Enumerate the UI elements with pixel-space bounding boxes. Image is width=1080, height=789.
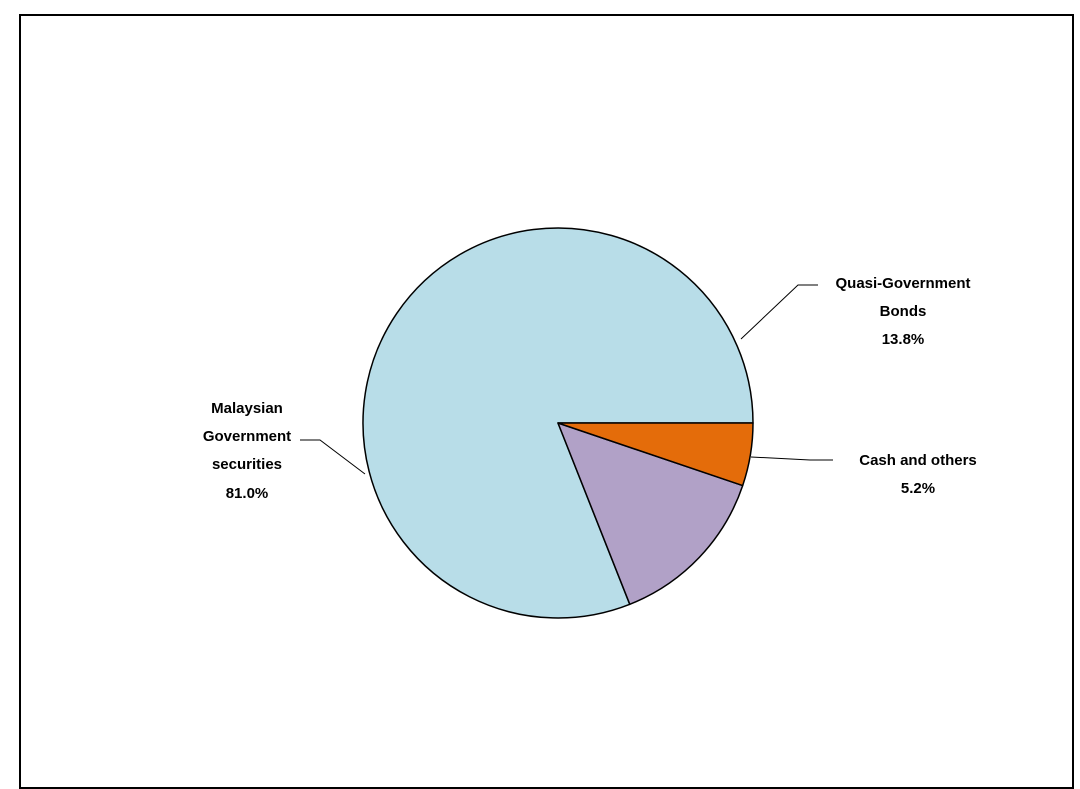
data-label-value-1: 81.0% <box>226 485 269 502</box>
data-label-1: Government <box>203 428 291 445</box>
data-label-1: Malaysian <box>211 400 283 417</box>
data-label-3: Cash and others <box>859 452 977 469</box>
leader-line-2 <box>741 285 818 339</box>
data-label-1: securities <box>212 456 282 473</box>
leader-line-3 <box>751 457 833 460</box>
data-label-value-2: 13.8% <box>882 331 925 348</box>
data-label-2: Bonds <box>880 303 927 320</box>
data-label-value-3: 5.2% <box>901 480 935 497</box>
data-label-2: Quasi-Government <box>835 275 970 292</box>
leader-line-1 <box>300 440 365 474</box>
